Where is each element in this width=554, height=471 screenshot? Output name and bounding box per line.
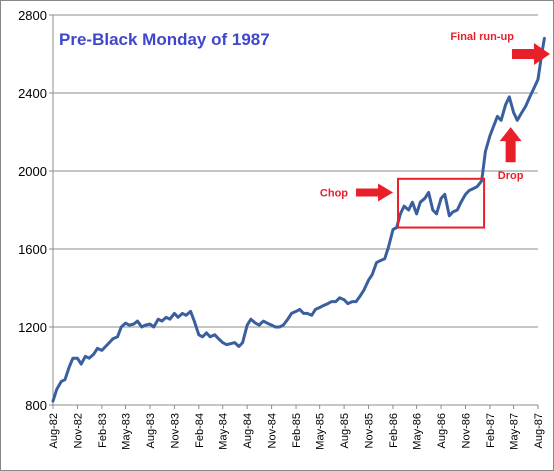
x-tick-label: May-85 bbox=[315, 413, 327, 450]
x-tick-label: May-87 bbox=[509, 413, 521, 450]
x-tick-label: Aug-85 bbox=[339, 413, 351, 448]
chop-arrow bbox=[356, 183, 394, 202]
x-tick-label: Nov-83 bbox=[169, 413, 181, 448]
x-tick-label: Nov-86 bbox=[460, 413, 472, 448]
chop-highlight-box bbox=[397, 177, 486, 229]
x-tick-label: Nov-82 bbox=[72, 413, 84, 448]
x-tick-label: Nov-84 bbox=[267, 413, 279, 448]
x-tick-label: May-83 bbox=[121, 413, 133, 450]
annotation-chop: Chop bbox=[320, 187, 348, 199]
y-tick-label: 2800 bbox=[18, 8, 47, 23]
x-tick-label: Feb-87 bbox=[485, 413, 497, 448]
x-tick-label: Aug-82 bbox=[48, 413, 60, 448]
drop-arrow bbox=[499, 127, 522, 163]
final-run-up-arrow bbox=[511, 43, 550, 65]
x-tick-label: Aug-84 bbox=[242, 413, 254, 448]
x-tick-label: May-84 bbox=[218, 413, 230, 450]
chart-title: Pre-Black Monday of 1987 bbox=[59, 30, 270, 49]
annotation-layer: Chop Final run-up Drop bbox=[320, 31, 550, 229]
y-tick-label: 2400 bbox=[18, 86, 47, 101]
x-tick-label: Aug-87 bbox=[533, 413, 545, 448]
x-tick-label: Feb-86 bbox=[388, 413, 400, 448]
x-axis: Aug-82 Nov-82 Feb-83 May-83 Aug-83 Nov-83 Feb-… bbox=[48, 404, 545, 450]
y-tick-label: 800 bbox=[25, 398, 47, 413]
y-tick-label: 1600 bbox=[18, 242, 47, 257]
x-tick-label: Nov-85 bbox=[364, 413, 376, 448]
annotation-final-run-up: Final run-up bbox=[450, 31, 514, 43]
grid-layer bbox=[53, 14, 538, 406]
x-tick-label: May-86 bbox=[412, 413, 424, 450]
x-tick-label: Aug-83 bbox=[145, 413, 157, 448]
y-axis: 800 1200 1600 2000 2400 2800 bbox=[18, 8, 54, 413]
x-tick-label: Feb-85 bbox=[291, 413, 303, 448]
series-layer bbox=[51, 36, 546, 403]
x-tick-label: Aug-86 bbox=[436, 413, 448, 448]
y-tick-label: 2000 bbox=[18, 164, 47, 179]
x-tick-label: Feb-84 bbox=[194, 413, 206, 448]
y-tick-label: 1200 bbox=[18, 320, 47, 335]
series-line bbox=[51, 36, 546, 403]
annotation-drop: Drop bbox=[498, 170, 524, 182]
x-tick-label: Feb-83 bbox=[97, 413, 109, 448]
